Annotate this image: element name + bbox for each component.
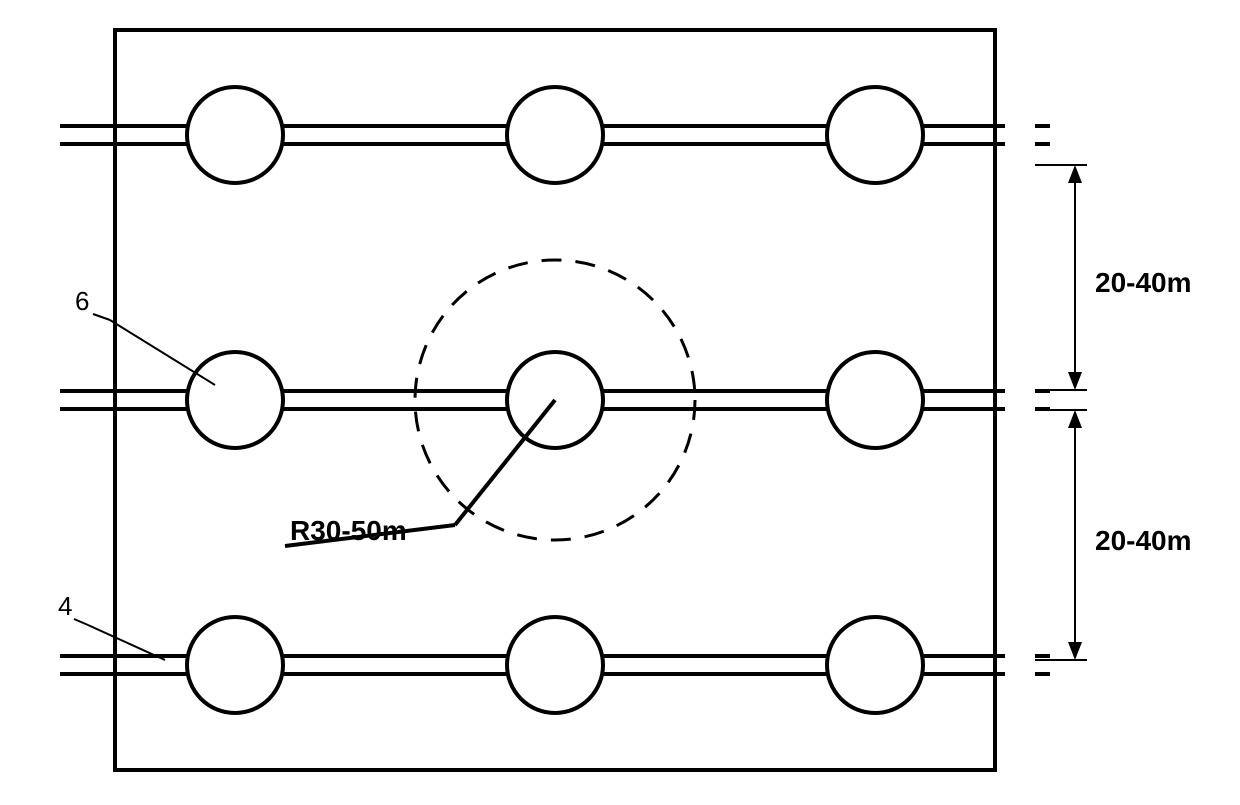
node-circle bbox=[827, 617, 923, 713]
node-circle bbox=[507, 617, 603, 713]
node-circle bbox=[187, 87, 283, 183]
node-circle bbox=[507, 87, 603, 183]
dim-label: 20-40m bbox=[1095, 525, 1192, 556]
node-circle bbox=[187, 352, 283, 448]
node-circle bbox=[827, 352, 923, 448]
node-circle bbox=[187, 617, 283, 713]
dim-label: 20-40m bbox=[1095, 267, 1192, 298]
ref-6-label: 6 bbox=[75, 286, 89, 316]
node-circle bbox=[827, 87, 923, 183]
ref-4-label: 4 bbox=[58, 591, 72, 621]
